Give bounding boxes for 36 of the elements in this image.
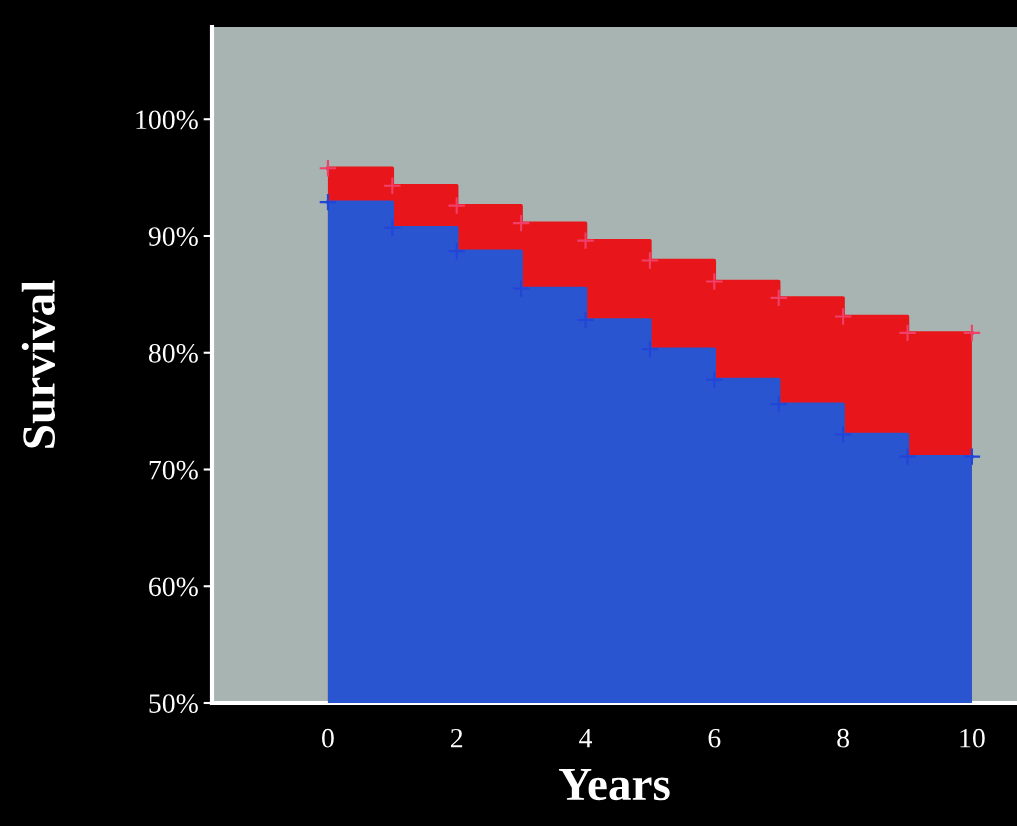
point — [640, 339, 660, 359]
y-tick-label: 60% — [149, 577, 198, 597]
x-tick-label: 10 — [960, 728, 985, 748]
point — [576, 310, 595, 330]
point — [833, 307, 853, 326]
y-tick-label: 90% — [148, 227, 198, 246]
x-axis-title: Years — [558, 768, 670, 801]
point — [383, 176, 402, 196]
x-tick-label: 2 — [451, 728, 463, 748]
point — [898, 447, 917, 466]
y-axis-title: Survival — [21, 280, 56, 448]
point — [833, 425, 853, 444]
point — [511, 213, 531, 233]
point — [318, 192, 338, 212]
x-tick-label: 8 — [837, 728, 850, 748]
point — [640, 251, 660, 270]
y-tick-label: 100% — [136, 110, 198, 130]
point — [962, 447, 982, 466]
x-tick-label: 4 — [579, 728, 593, 748]
point — [447, 196, 466, 215]
y-tick-label: 50% — [149, 694, 198, 713]
x-tick-label: 6 — [708, 728, 721, 748]
point — [383, 218, 402, 238]
point — [576, 231, 595, 250]
point — [447, 241, 466, 261]
point — [318, 159, 338, 178]
y-tick-label: 80% — [148, 343, 198, 363]
point — [705, 370, 724, 389]
point — [962, 323, 982, 343]
point — [705, 272, 724, 291]
y-tick-label: 70% — [149, 460, 198, 480]
x-tick-label: 0 — [322, 728, 334, 748]
point — [511, 279, 531, 298]
point — [769, 394, 788, 414]
point — [898, 323, 917, 343]
point — [769, 288, 788, 308]
